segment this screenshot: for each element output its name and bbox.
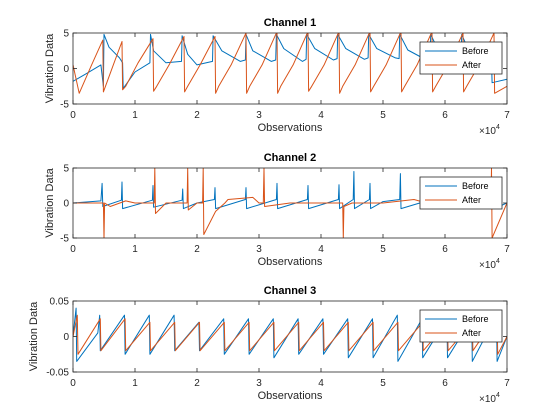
legend-label-before: Before [462,181,489,191]
multiplier-exponent: 4 [496,392,500,399]
legend-label-after: After [462,60,481,70]
y-tick-label: 5 [63,29,69,40]
x-tick-label: 0 [70,244,76,255]
multiplier-base: ×10 [479,394,496,405]
x-tick-label: 5 [380,378,386,389]
x-axis-label: Observations [258,122,323,134]
x-axis-label: Observations [258,390,323,402]
x-tick-label: 6 [442,378,448,389]
y-axis-label: Vibration Data [44,33,56,103]
x-tick-label: 7 [504,110,510,121]
chart-title: Channel 3 [264,285,317,297]
x-tick-label: 6 [442,110,448,121]
multiplier-base: ×10 [479,260,496,271]
y-tick-label: 0 [63,199,69,210]
x-tick-label: 3 [256,110,262,121]
x-tick-label: 0 [70,378,76,389]
x-axis-multiplier: ×104 [479,258,500,271]
legend-box [419,309,503,343]
legend-label-before: Before [462,314,489,324]
multiplier-base: ×10 [479,126,496,137]
y-tick-label: 0 [63,64,69,75]
y-axis-label: Vibration Data [28,301,40,371]
legend-label-after: After [462,328,481,338]
x-tick-label: 3 [256,378,262,389]
y-tick-label: -5 [60,234,69,245]
y-tick-label: 5 [63,164,69,175]
legend: Before After [419,41,503,75]
multiplier-exponent: 4 [496,258,500,265]
y-tick-label: -0.05 [46,368,69,379]
legend-box [419,176,503,210]
chart-title: Channel 2 [264,152,317,164]
legend-label-before: Before [462,46,489,56]
x-tick-label: 2 [194,378,200,389]
legend: Before After [419,176,503,210]
x-tick-label: 4 [318,378,324,389]
y-tick-label: 0.05 [50,297,70,308]
chart-title: Channel 1 [264,17,317,29]
legend-box [419,41,503,75]
y-axis-label: Vibration Data [44,167,56,237]
x-tick-label: 3 [256,244,262,255]
x-tick-label: 0 [70,110,76,121]
x-tick-label: 2 [194,244,200,255]
x-tick-label: 1 [132,244,138,255]
x-tick-label: 7 [504,244,510,255]
series-line-after [73,168,507,238]
y-tick-label: 0 [63,332,69,343]
x-tick-label: 1 [132,110,138,121]
legend: Before After [419,309,503,343]
x-axis-label: Observations [258,256,323,268]
x-axis-multiplier: ×104 [479,124,500,137]
legend-label-after: After [462,195,481,205]
x-axis-multiplier: ×104 [479,392,500,405]
x-tick-label: 4 [318,110,324,121]
x-tick-label: 6 [442,244,448,255]
x-tick-label: 5 [380,244,386,255]
x-tick-label: 1 [132,378,138,389]
x-tick-label: 5 [380,110,386,121]
x-tick-label: 4 [318,244,324,255]
x-tick-label: 7 [504,378,510,389]
x-tick-label: 2 [194,110,200,121]
y-tick-label: -5 [60,100,69,111]
multiplier-exponent: 4 [496,124,500,131]
